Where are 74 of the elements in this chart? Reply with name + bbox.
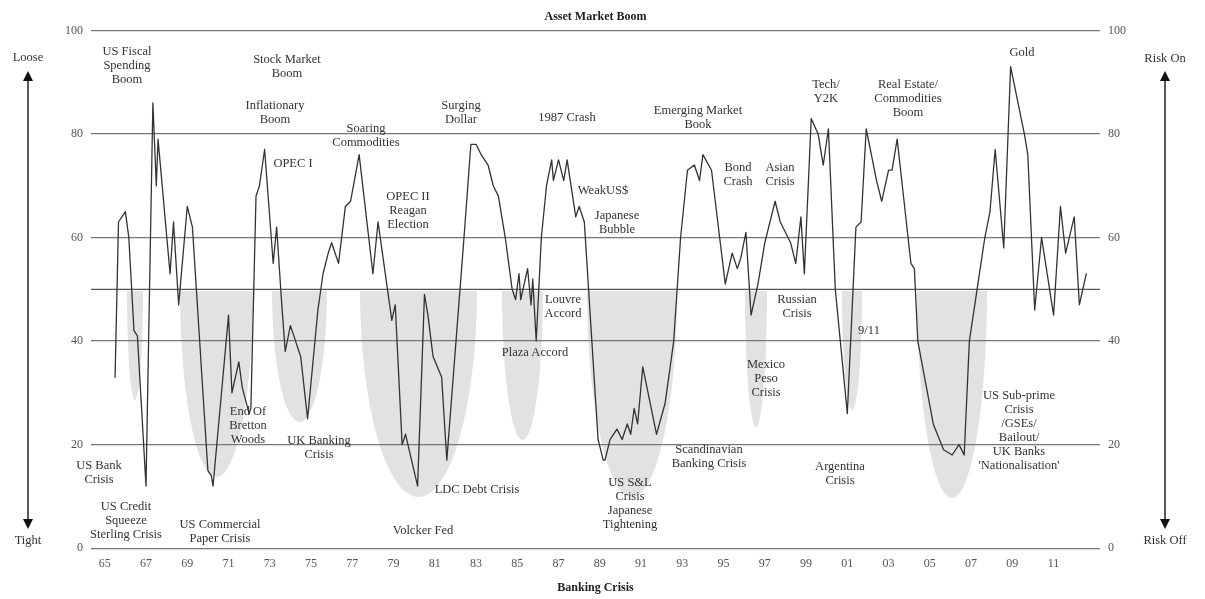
annotation: Tech/ Y2K <box>812 77 840 105</box>
x-tick-label: 83 <box>470 555 483 570</box>
annotation: Russian Crisis <box>777 292 817 320</box>
annotation: OPEC I <box>273 156 313 170</box>
annotation: Gold <box>1009 45 1035 59</box>
annotation: Inflationary Boom <box>245 98 305 126</box>
y2-tick-label: 80 <box>1108 126 1120 141</box>
x-tick-label: 09 <box>1006 555 1019 570</box>
y2-tick-label: 40 <box>1108 333 1120 348</box>
annotation: UK Banking Crisis <box>287 433 351 461</box>
x-tick-label: 85 <box>511 555 524 570</box>
x-tick-label: 77 <box>346 555 359 570</box>
annotation: Volcker Fed <box>392 523 454 537</box>
x-tick-label: 79 <box>387 555 400 570</box>
annotation: Soaring Commodities <box>332 121 400 149</box>
x-tick-label: 03 <box>882 555 895 570</box>
x-tick-label: 97 <box>758 555 771 570</box>
y-tick-label: 0 <box>77 540 83 555</box>
x-tick-label: 75 <box>305 555 318 570</box>
x-tick-label: 73 <box>263 555 276 570</box>
x-tick-label: 95 <box>717 555 730 570</box>
annotation: US Credit Squeeze Sterling Crisis <box>90 499 162 541</box>
annotation: OPEC II Reagan Election <box>386 189 430 231</box>
x-axis-title: Banking Crisis <box>557 579 635 594</box>
y-tick-label: 60 <box>71 229 83 244</box>
chart-title: Asset Market Boom <box>544 9 647 24</box>
annotation: Louvre Accord <box>544 292 582 320</box>
annotation: Japanese Bubble <box>594 208 640 236</box>
x-tick-label: 71 <box>222 555 235 570</box>
annotation: Plaza Accord <box>501 345 569 359</box>
y2-tick-label: 0 <box>1108 540 1114 555</box>
annotation: LDC Debt Crisis <box>434 482 520 496</box>
annotation: Asian Crisis <box>765 160 795 188</box>
annotation: US Bank Crisis <box>76 458 122 486</box>
annotation: 9/11 <box>858 323 880 337</box>
y2-tick-label: 20 <box>1108 436 1120 451</box>
y2-tick-label: 100 <box>1108 22 1126 37</box>
annotation: US Sub-prime Crisis /GSEs/ Bailout/ UK Banks 'Nationalisation' <box>978 388 1060 472</box>
x-tick-label: 01 <box>841 555 854 570</box>
y2-tick-label: 60 <box>1108 229 1120 244</box>
annotation: Real Estate/ Commodities Boom <box>874 77 942 119</box>
y-tick-label: 20 <box>71 436 83 451</box>
text: Risk On <box>1144 51 1186 65</box>
text: Tight <box>14 533 42 547</box>
y-tick-label: 40 <box>71 333 83 348</box>
annotation: Argentina Crisis <box>815 459 865 487</box>
annotation: 1987 Crash <box>538 110 596 124</box>
x-tick-label: 81 <box>428 555 441 570</box>
annotation: End Of Bretton Woods <box>229 404 267 446</box>
annotation: WeakUS$ <box>577 183 629 197</box>
x-tick-label: 99 <box>800 555 813 570</box>
x-tick-label: 11 <box>1047 555 1060 570</box>
x-tick-label: 65 <box>98 555 111 570</box>
annotation: Mexico Peso Crisis <box>746 357 786 399</box>
annotation: US Fiscal Spending Boom <box>102 44 152 86</box>
y-tick-label: 100 <box>65 22 83 37</box>
annotation: US Commercial Paper Crisis <box>179 517 261 545</box>
text: Loose <box>12 50 44 64</box>
x-tick-label: 89 <box>593 555 606 570</box>
y-tick-label: 80 <box>71 126 83 141</box>
annotation: Stock Market Boom <box>253 52 321 80</box>
x-tick-label: 87 <box>552 555 565 570</box>
x-tick-label: 05 <box>923 555 936 570</box>
x-tick-label: 67 <box>140 555 153 570</box>
annotation: Emerging Market Book <box>653 103 743 131</box>
annotation: Scandinavian Banking Crisis <box>671 442 747 470</box>
annotation: Surging Dollar <box>441 98 481 126</box>
annotation: Bond Crash <box>723 160 753 188</box>
x-tick-label: 07 <box>965 555 978 570</box>
x-tick-label: 93 <box>676 555 689 570</box>
text: Risk Off <box>1143 533 1187 547</box>
annotation: US S&L Crisis Japanese Tightening <box>602 475 658 531</box>
x-tick-label: 69 <box>181 555 194 570</box>
x-tick-label: 91 <box>635 555 648 570</box>
